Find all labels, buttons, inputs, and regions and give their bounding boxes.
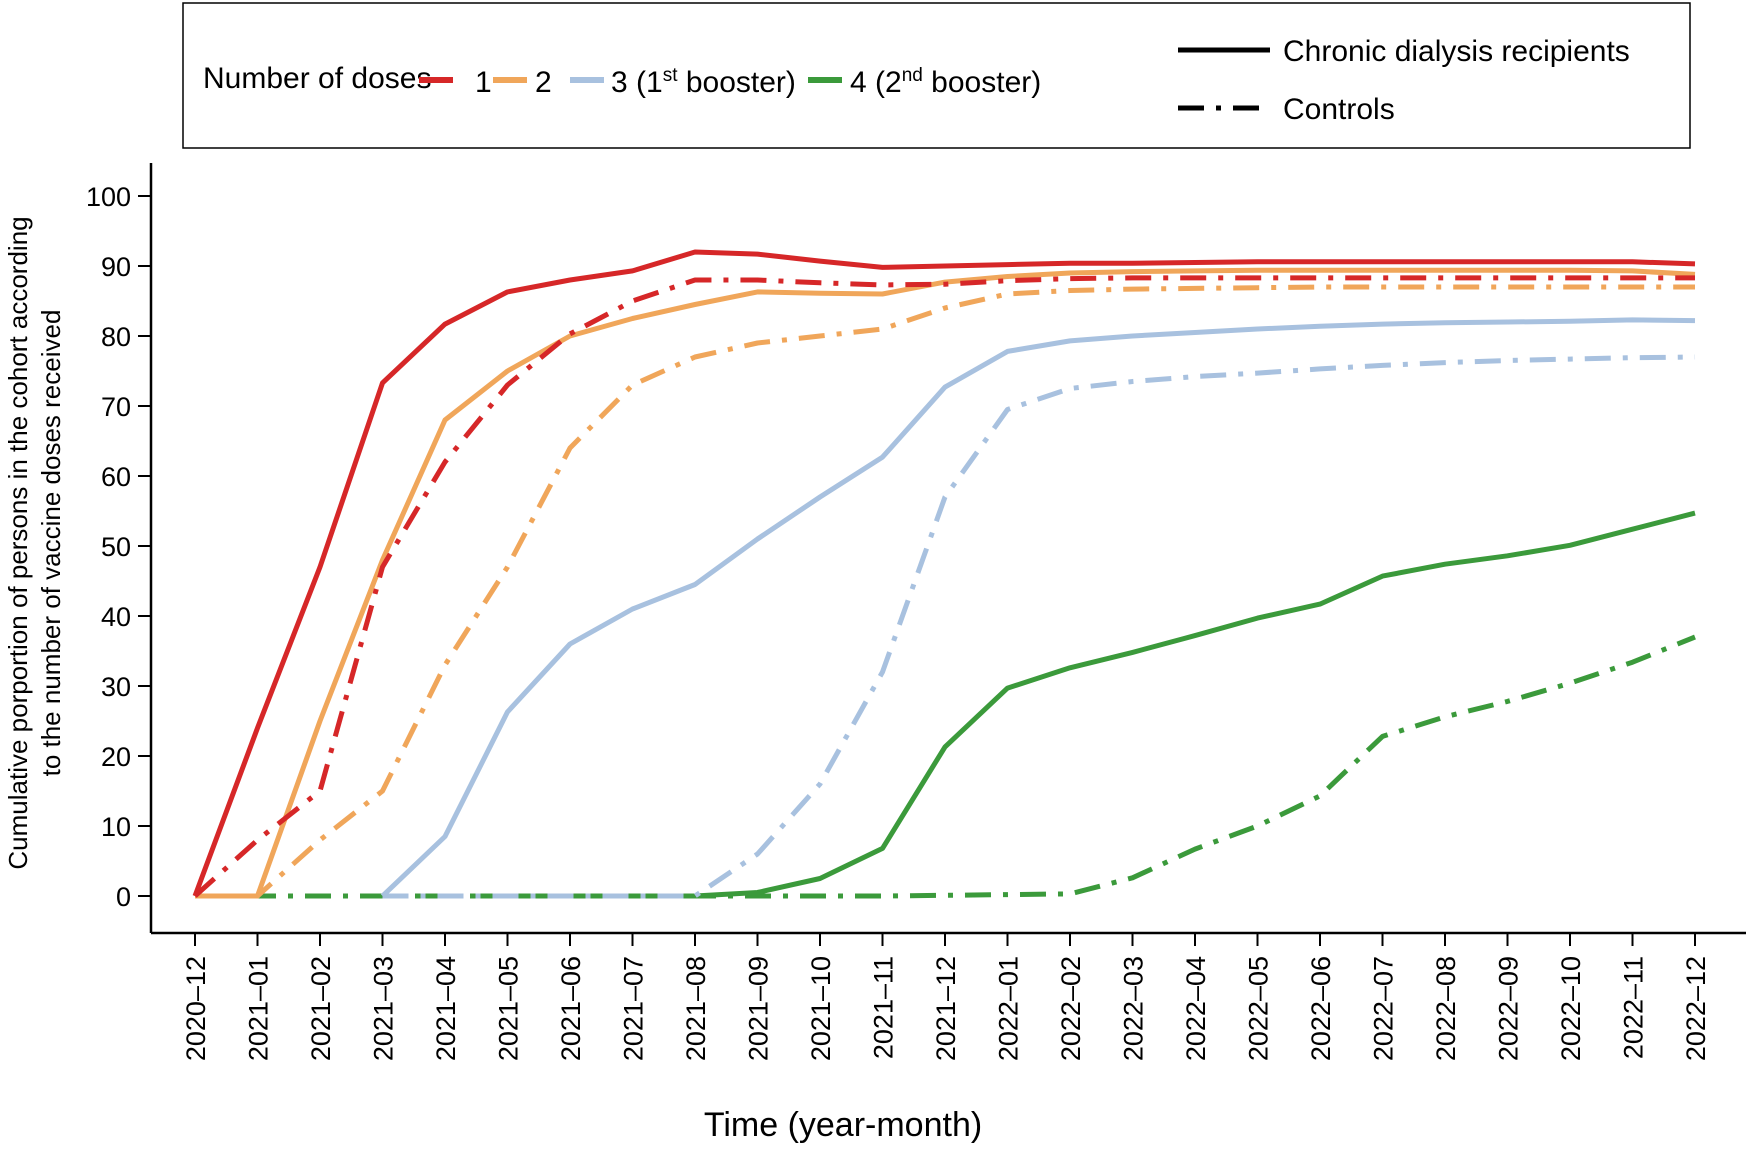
x-tick-label: 2021–07 bbox=[619, 956, 649, 1061]
legend-label-dose-1: 1 bbox=[475, 66, 492, 99]
x-tick-label: 2021–04 bbox=[431, 956, 461, 1061]
series-line-dose-1-controls bbox=[193, 275, 1695, 898]
y-axis-title-line-2: to the number of vaccine doses received bbox=[36, 310, 66, 777]
series-line-dose-2-controls bbox=[195, 284, 1695, 899]
legend-label-text: 2 bbox=[535, 66, 552, 99]
y-tick-label: 100 bbox=[86, 182, 131, 212]
y-tick-label: 60 bbox=[101, 462, 131, 492]
legend-label-dose-2: 2 bbox=[535, 66, 552, 99]
x-tick-label: 2021–05 bbox=[494, 956, 524, 1061]
legend-label-suffix: booster) bbox=[923, 66, 1041, 99]
x-tick-label: 2022–04 bbox=[1181, 956, 1211, 1061]
x-tick-label: 2021–03 bbox=[369, 956, 399, 1061]
series-line-dose-4-dialysis bbox=[507, 510, 1696, 899]
x-ticks: 2020–12 2021–01 2021–02 2021–03 2021–04 2021–… bbox=[181, 933, 1711, 1061]
series-line-dose-3-controls bbox=[382, 354, 1696, 899]
y-tick-label: 70 bbox=[101, 392, 131, 422]
x-tick-label: 2022–12 bbox=[1681, 956, 1711, 1061]
legend-label-dose-3: 3 (1st booster) bbox=[611, 65, 796, 99]
x-tick-label: 2020–12 bbox=[181, 956, 211, 1061]
x-tick-label: 2022–06 bbox=[1306, 956, 1336, 1061]
x-tick-label: 2021–01 bbox=[244, 956, 274, 1061]
legend-label-text: 1 bbox=[475, 66, 492, 99]
x-axis-title: Time (year-month) bbox=[704, 1106, 982, 1144]
series-line-dose-1-dialysis bbox=[192, 249, 1696, 897]
legend-title: Number of doses bbox=[203, 62, 431, 95]
x-tick-label: 2022–10 bbox=[1556, 956, 1586, 1061]
x-tick-label: 2022–01 bbox=[994, 956, 1024, 1061]
x-tick-label: 2021–12 bbox=[931, 956, 961, 1061]
y-tick-label: 80 bbox=[101, 322, 131, 352]
x-tick-label: 2022–08 bbox=[1431, 956, 1461, 1061]
x-tick-label: 2022–02 bbox=[1056, 956, 1086, 1061]
y-tick-label: 10 bbox=[101, 812, 131, 842]
series-lines bbox=[192, 249, 1696, 899]
y-tick-label: 90 bbox=[101, 252, 131, 282]
y-axis-title-line-1: Cumulative porportion of persons in the … bbox=[3, 216, 33, 869]
y-ticks: 0 10 20 30 40 50 60 70 80 90 100 bbox=[86, 182, 151, 912]
x-tick-label: 2022–03 bbox=[1119, 956, 1149, 1061]
x-tick-label: 2021–11 bbox=[869, 956, 899, 1059]
legend-group-label-2: Controls bbox=[1283, 93, 1395, 126]
x-tick-label: 2021–06 bbox=[556, 956, 586, 1061]
y-tick-label: 50 bbox=[101, 532, 131, 562]
series-line-dose-2-dialysis bbox=[195, 267, 1696, 899]
legend-groups: Chronic dialysis recipients Controls bbox=[1178, 35, 1630, 126]
x-tick-label: 2022–05 bbox=[1244, 956, 1274, 1061]
x-tick-label: 2021–09 bbox=[744, 956, 774, 1061]
x-tick-label: 2021–10 bbox=[806, 956, 836, 1061]
y-tick-label: 20 bbox=[101, 742, 131, 772]
legend-label-sup: nd bbox=[902, 65, 923, 86]
x-tick-label: 2022–09 bbox=[1494, 956, 1524, 1061]
x-tick-label: 2021–02 bbox=[306, 956, 336, 1061]
legend-label-suffix: booster) bbox=[677, 66, 795, 99]
y-tick-label: 30 bbox=[101, 672, 131, 702]
legend-label-dose-4: 4 (2nd booster) bbox=[850, 65, 1041, 99]
legend-group-label-1: Chronic dialysis recipients bbox=[1283, 35, 1630, 68]
x-tick-label: 2022–11 bbox=[1619, 956, 1649, 1059]
series-line-dose-3-dialysis bbox=[380, 317, 1696, 898]
legend-box bbox=[182, 2, 1691, 149]
legend-label-text: 4 (2 bbox=[850, 66, 902, 99]
x-tick-label: 2021–08 bbox=[681, 956, 711, 1061]
x-tick-label: 2022–07 bbox=[1369, 956, 1399, 1061]
y-tick-label: 40 bbox=[101, 602, 131, 632]
legend-label-text: 3 (1 bbox=[611, 66, 663, 99]
legend-label-sup: st bbox=[663, 65, 679, 86]
y-tick-label: 0 bbox=[116, 882, 131, 912]
